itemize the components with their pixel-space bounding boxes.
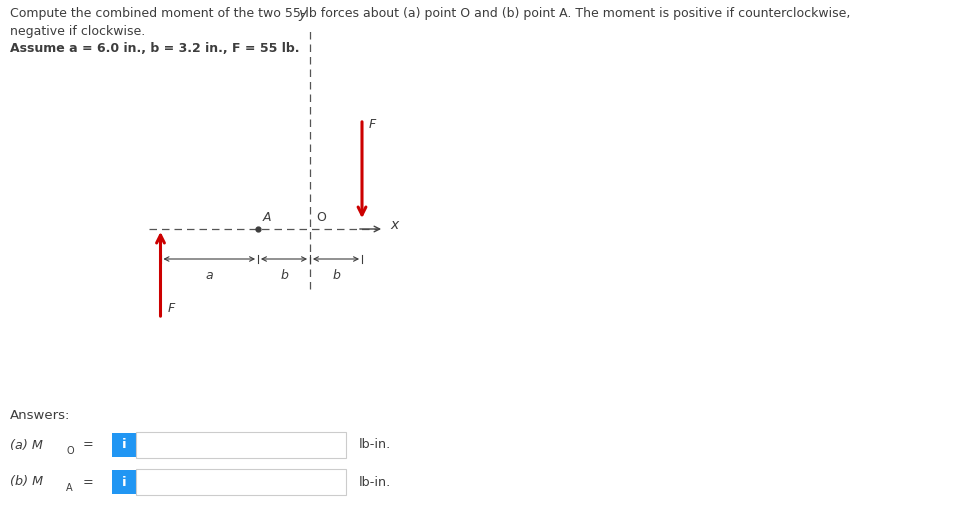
Text: i: i [122,438,126,451]
FancyBboxPatch shape [136,432,346,458]
Text: (b) M: (b) M [10,476,43,489]
Text: O: O [66,446,74,456]
Text: x: x [390,218,398,232]
FancyBboxPatch shape [112,470,136,494]
Text: Answers:: Answers: [10,409,70,422]
Text: i: i [122,476,126,489]
Text: O: O [316,211,326,224]
Text: lb-in.: lb-in. [359,476,391,489]
Text: negative if clockwise.: negative if clockwise. [10,25,145,38]
Text: A: A [66,483,73,493]
Text: A: A [263,211,272,224]
FancyBboxPatch shape [136,469,346,495]
Text: =: = [79,438,94,451]
Text: Assume a = 6.0 in., b = 3.2 in., F = 55 lb.: Assume a = 6.0 in., b = 3.2 in., F = 55 … [10,42,300,55]
FancyBboxPatch shape [112,433,136,457]
Text: b: b [333,269,340,282]
Text: =: = [79,476,94,489]
Text: (a) M: (a) M [10,438,43,451]
Text: b: b [280,269,288,282]
Text: F: F [167,302,175,315]
Text: y: y [298,7,307,21]
Text: F: F [369,118,377,131]
Text: lb-in.: lb-in. [359,438,391,451]
Text: Compute the combined moment of the two 55-lb forces about (a) point O and (b) po: Compute the combined moment of the two 5… [10,7,850,20]
Text: a: a [206,269,213,282]
